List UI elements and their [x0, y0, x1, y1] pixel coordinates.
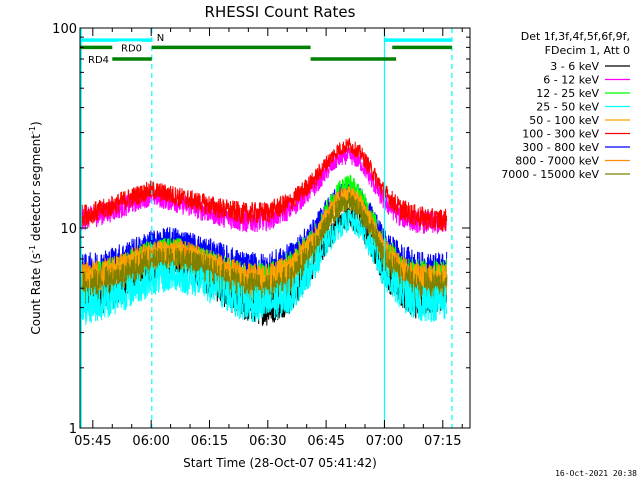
- x-tick-label: 05:45: [74, 434, 111, 449]
- x-tick-label: 07:00: [366, 434, 403, 449]
- legend-entry-label: 7000 - 15000 keV: [501, 168, 599, 181]
- x-tick-label: 06:30: [249, 434, 286, 449]
- series-line-100-300-kev: [80, 137, 448, 232]
- legend-header-line-2: FDecim 1, Att 0: [545, 44, 630, 57]
- flag-label-n: N: [157, 33, 164, 44]
- y-axis-label: Count Rate (s-1 detector segment-1): [28, 121, 43, 334]
- series-line-300-800-kev: [80, 181, 448, 284]
- legend-entry-label: 25 - 50 keV: [536, 101, 599, 114]
- x-tick-label: 06:15: [191, 434, 228, 449]
- x-tick-label: 07:15: [424, 434, 461, 449]
- svg-text:Count Rate (s-1 detector segme: Count Rate (s-1 detector segment-1): [28, 121, 43, 334]
- flag-label-rd4: RD4: [88, 55, 109, 66]
- x-axis-label: Start Time (28-Oct-07 05:41:42): [183, 456, 377, 470]
- flag-label-rd0: RD0: [121, 43, 142, 54]
- legend-entry-label: 100 - 300 keV: [522, 128, 599, 141]
- x-tick-label: 06:00: [132, 434, 169, 449]
- y-tick-label: 1: [69, 422, 77, 437]
- legend-entry-label: 800 - 7000 keV: [515, 155, 599, 168]
- legend-entry-label: 6 - 12 keV: [543, 74, 599, 87]
- legend-entry-label: 300 - 800 keV: [522, 141, 599, 154]
- y-tick-label: 100: [52, 22, 77, 37]
- legend-header-line-1: Det 1f,3f,4f,5f,6f,9f,: [521, 30, 630, 43]
- chart-title: RHESSI Count Rates: [205, 3, 356, 21]
- legend-entry-label: 50 - 100 keV: [529, 114, 599, 127]
- legend-entry-label: 3 - 6 keV: [550, 60, 599, 73]
- x-tick-label: 06:45: [307, 434, 344, 449]
- generation-timestamp: 16-Oct-2021 20:38: [555, 469, 637, 478]
- y-tick-label: 10: [60, 222, 77, 237]
- series-line-25-50-kev: [80, 209, 448, 325]
- legend-entry-label: 12 - 25 keV: [536, 87, 599, 100]
